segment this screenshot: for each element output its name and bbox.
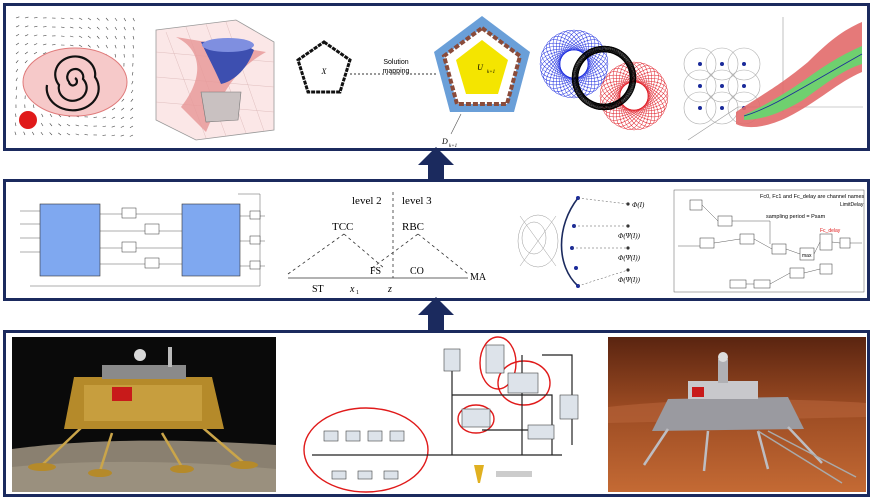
up-arrow-icon <box>418 297 454 337</box>
bottom-panel <box>3 330 870 497</box>
st-label: ST <box>312 284 324 295</box>
up-arrow-icon <box>418 147 454 187</box>
phi-label-3: Φ(Ψ(I)) <box>618 254 641 262</box>
pentagon-left-label: X <box>321 67 328 76</box>
mapping-text-1: Solution <box>383 59 408 66</box>
level-2-label: level 2 <box>352 195 382 207</box>
bottom-set-sub: k+1 <box>449 144 457 149</box>
lunar-lander-photo <box>12 337 276 492</box>
sampling-note: sampling period = Psam <box>766 214 826 220</box>
tcc-label: TCC <box>332 221 353 233</box>
x1-sub: 1 <box>356 290 359 296</box>
co-label: CO <box>410 266 424 277</box>
red-dot-icon <box>19 111 37 129</box>
level-3-label: level 3 <box>402 195 432 207</box>
network-architecture-diagram <box>303 336 579 493</box>
top-panel: X Solution mapping U k+1 D k+1 <box>3 3 870 151</box>
max-block-label: max <box>802 253 812 259</box>
phi-label-1: Φ(I) <box>632 201 645 209</box>
pentagon-right-sub: k+1 <box>487 70 495 75</box>
block-diagram-right: Fc0, Fc1 and Fc_delay are channel names … <box>673 189 865 293</box>
fs-label: FS <box>370 266 381 277</box>
channel-names-note: Fc0, Fc1 and Fc_delay are channel names <box>760 194 865 200</box>
pentagon-right-label: U <box>477 63 484 72</box>
solution-mapping-diagram: X Solution mapping U k+1 D k+1 <box>296 16 530 149</box>
phi-mapping-diagram: Φ(I) Φ(Ψ(I)) Φ(Ψ(I)) Φ(Ψ(I)) <box>517 196 645 288</box>
phi-label-4: Φ(Ψ(I)) <box>618 276 641 284</box>
funnel-3d-plot <box>683 17 863 141</box>
rbc-label: RBC <box>402 221 424 233</box>
bottom-set-label: D <box>441 137 448 146</box>
z-label: z <box>387 284 392 295</box>
limit-delay-label: LimitDelay <box>840 202 864 208</box>
vector-field-spiral-plot <box>14 16 135 137</box>
level-diagram: level 2 level 3 TCC RBC FS CO ST x 1 z M… <box>287 192 487 296</box>
x1-label: x <box>349 284 355 295</box>
block-diagram-left <box>20 193 265 287</box>
middle-panel: level 2 level 3 TCC RBC FS CO ST x 1 z M… <box>3 179 870 301</box>
phi-label-2: Φ(Ψ(I)) <box>618 232 641 240</box>
mapping-text-2: mapping <box>383 68 410 75</box>
ma-label: MA <box>470 272 487 283</box>
3d-surface-plot <box>155 19 275 141</box>
mars-lander-photo <box>608 337 866 492</box>
trajectory-ellipses-plot <box>539 29 669 131</box>
fc-delay-label: Fc_delay <box>820 228 841 234</box>
